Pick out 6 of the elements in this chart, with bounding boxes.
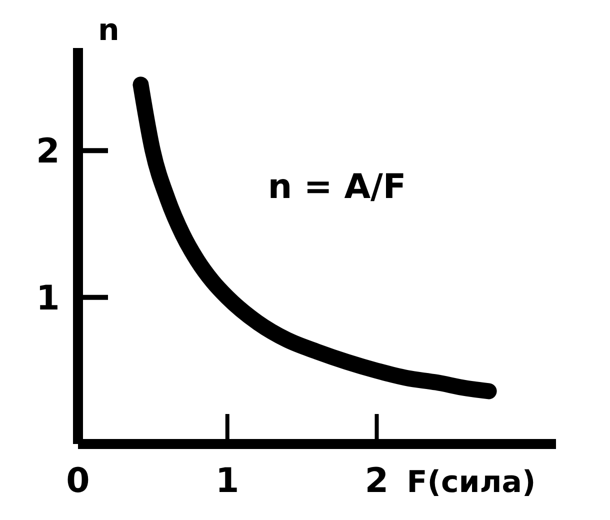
x-tick-label: 0 <box>66 461 90 501</box>
x-tick-label: 2 <box>364 461 389 501</box>
y-axis-title: n <box>98 13 120 48</box>
x-tick-label: 1 <box>216 461 240 501</box>
annotation: n = A/F <box>268 167 406 207</box>
x-axis-title: F(сила) <box>406 465 536 500</box>
